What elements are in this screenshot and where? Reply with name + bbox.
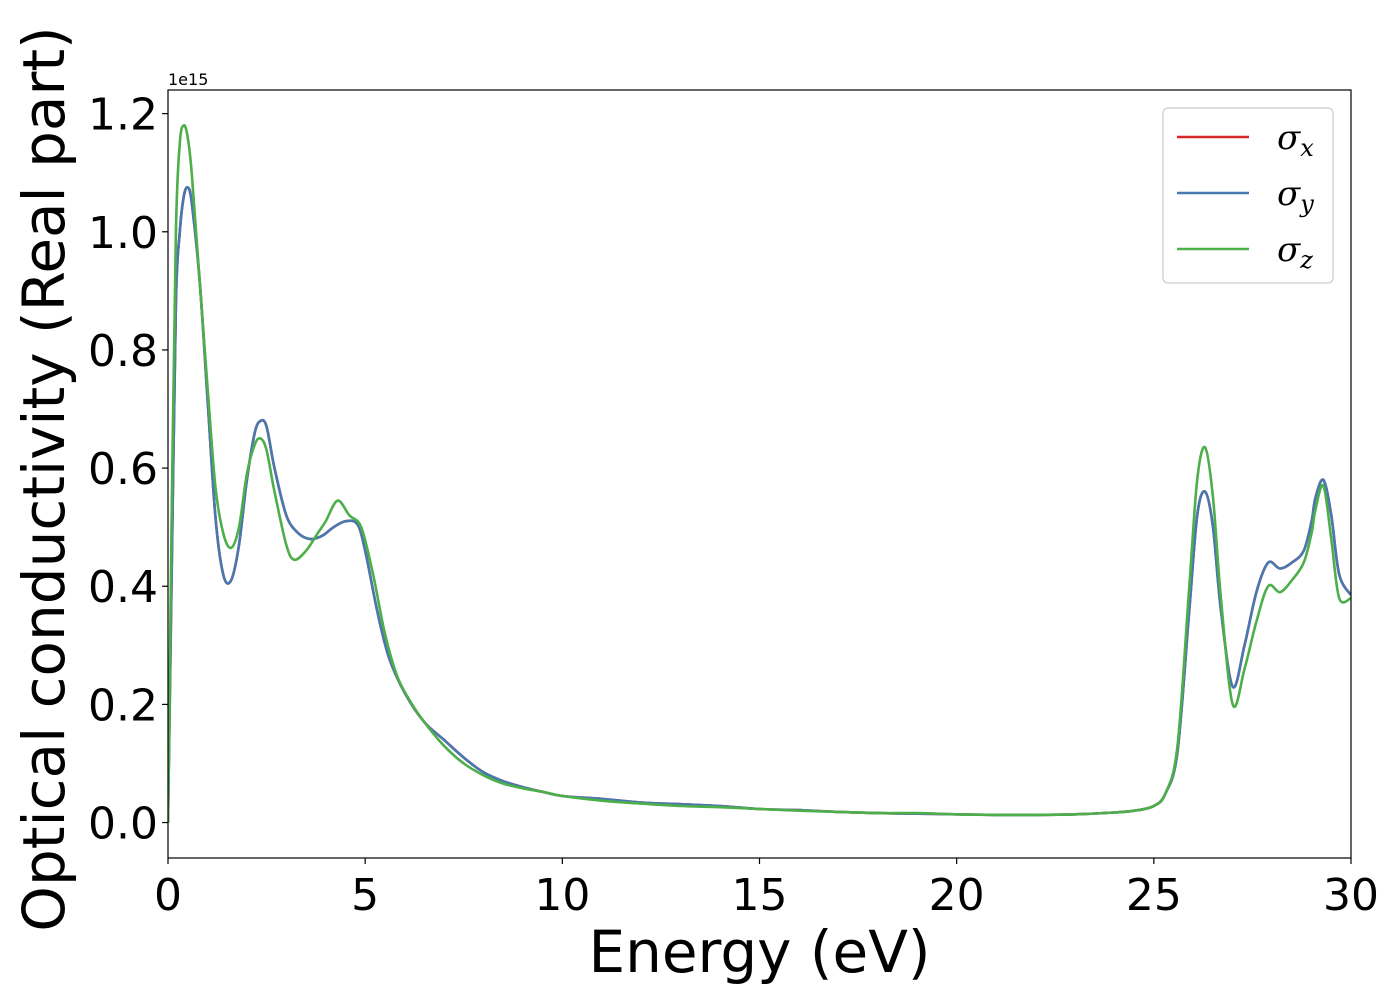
- y-tick-label: 0.0: [88, 799, 158, 850]
- legend-box: [1162, 107, 1334, 284]
- x-tick-label: 20: [929, 870, 985, 921]
- legend-label-z: σz: [1277, 230, 1313, 274]
- x-tick-label: 5: [351, 870, 379, 921]
- x-tick-label: 10: [534, 870, 590, 921]
- series-line-z: [168, 124, 1351, 823]
- legend-label-y: σy: [1277, 174, 1314, 218]
- y-offset-label: 1e15: [168, 70, 208, 89]
- x-axis-title: Energy (eV): [588, 918, 930, 986]
- y-tick-label: 1.0: [88, 208, 158, 259]
- y-tick-label: 0.6: [88, 444, 158, 495]
- x-tick-label: 30: [1323, 870, 1379, 921]
- x-axis: 0 5 10 15 20 25 30: [154, 858, 1379, 921]
- x-tick-label: 0: [154, 870, 182, 921]
- y-tick-label: 1.2: [88, 90, 158, 141]
- y-tick-label: 0.8: [88, 326, 158, 377]
- legend: σx σy σz: [1162, 107, 1334, 284]
- plot-lines: [168, 124, 1351, 823]
- x-tick-label: 25: [1126, 870, 1182, 921]
- y-axis: 0.0 0.2 0.4 0.6 0.8 1.0 1.2: [88, 90, 168, 850]
- y-tick-label: 0.4: [88, 562, 158, 613]
- y-tick-label: 0.2: [88, 680, 158, 731]
- legend-label-x: σx: [1277, 118, 1314, 162]
- x-tick-label: 15: [732, 870, 788, 921]
- y-axis-title: Optical conductivity (Real part): [10, 26, 78, 931]
